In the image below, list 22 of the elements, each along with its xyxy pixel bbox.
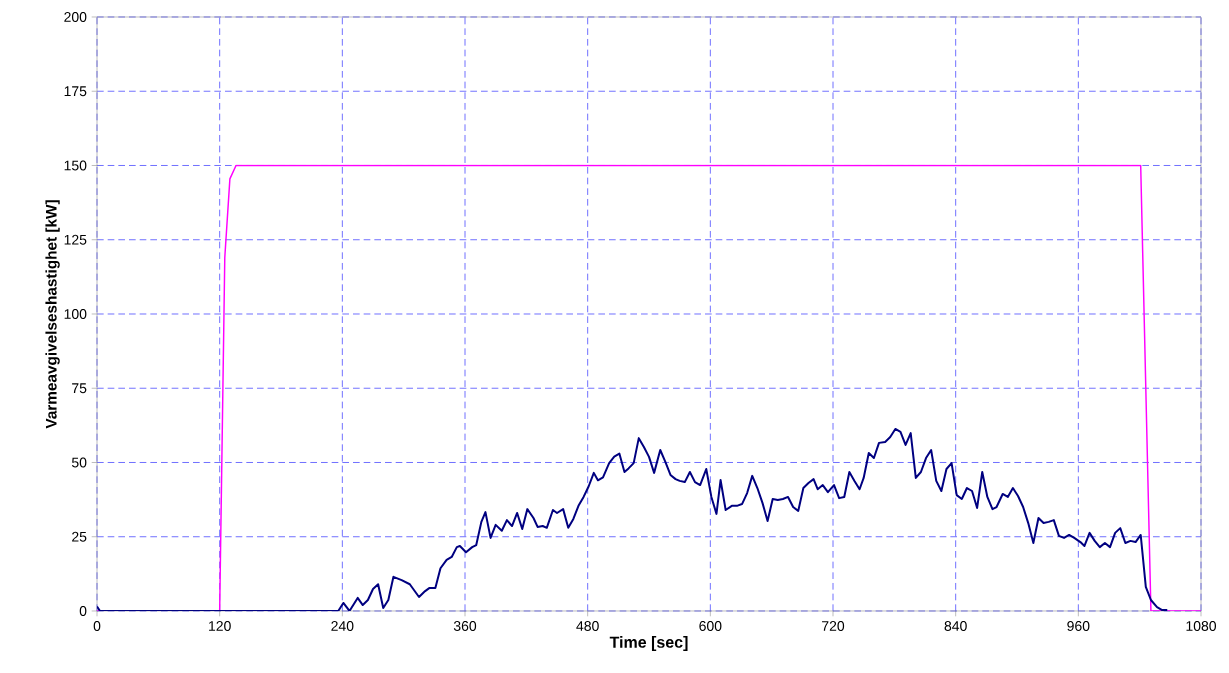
x-tick-label: 960: [1067, 621, 1090, 631]
y-tick-label: 200: [64, 12, 87, 22]
x-tick-label: 360: [453, 621, 477, 631]
y-tick-label: 175: [64, 86, 87, 97]
x-tick-label: 600: [699, 621, 722, 631]
x-tick-label: 1080: [1186, 621, 1217, 631]
x-tick-label: 0: [93, 621, 101, 631]
y-tick-label: 75: [72, 383, 87, 394]
y-tick-label: 0: [79, 606, 87, 616]
x-tick-label: 840: [944, 621, 967, 631]
x-tick-label: 120: [209, 621, 231, 631]
y-tick-label: 100: [64, 309, 87, 319]
y-tick-label: 125: [64, 234, 87, 245]
y-tick-label: 25: [72, 531, 87, 542]
line-series: [97, 427, 1169, 611]
x-tick-label: 480: [576, 621, 599, 631]
y-axis-title: Varmeavgivelseshastighet [kW]: [45, 200, 60, 429]
x-tick-label: 720: [822, 621, 845, 631]
x-axis-title: Time [sec]: [609, 636, 688, 652]
y-tick-label: 150: [64, 160, 87, 171]
x-tick-label: 240: [331, 621, 354, 631]
y-tick-label: 50: [71, 457, 87, 468]
